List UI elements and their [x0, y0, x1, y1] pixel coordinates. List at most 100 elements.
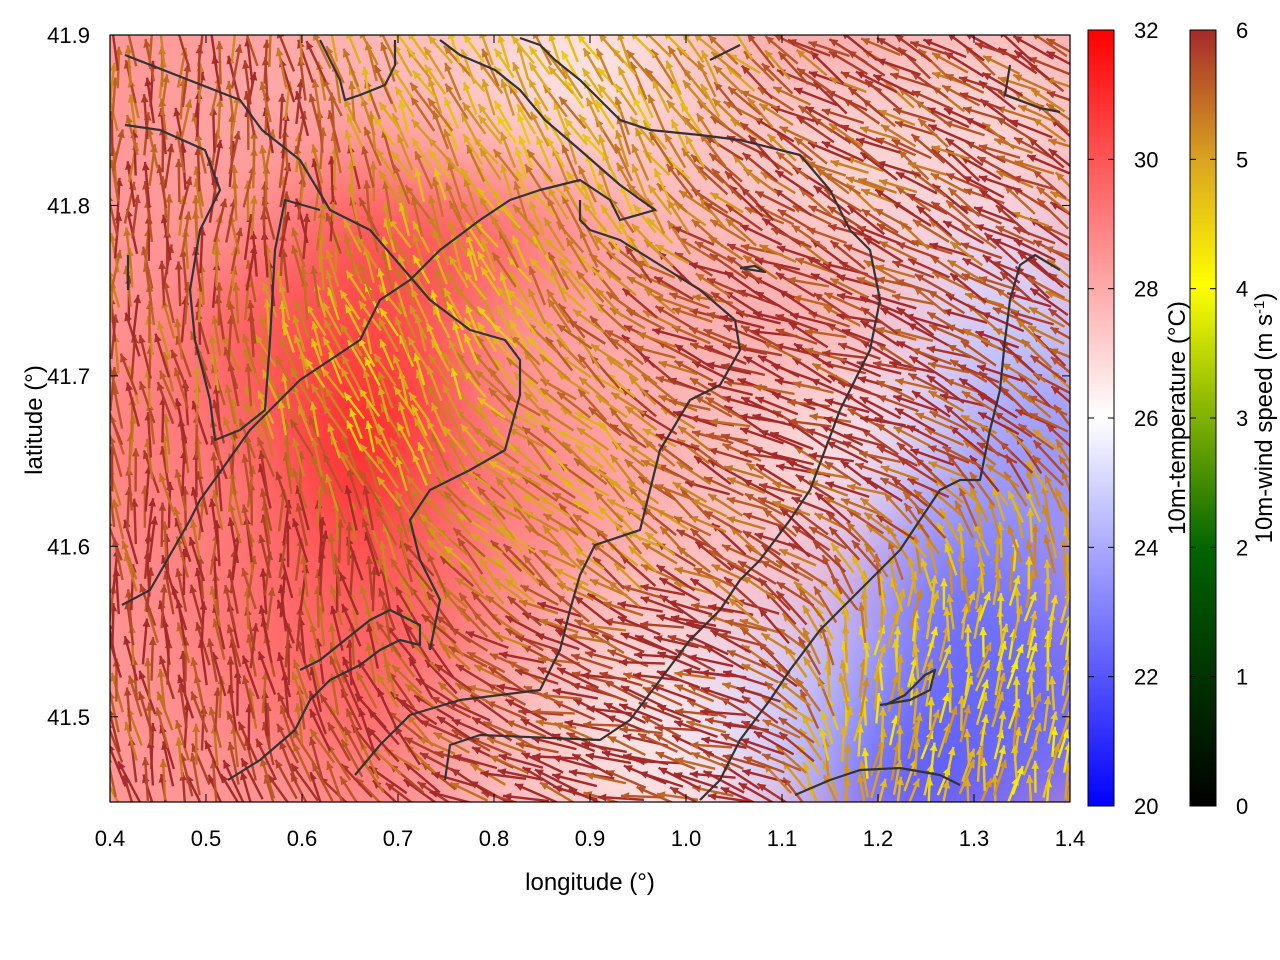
wind-arrow	[424, 658, 458, 695]
wind-arrow	[554, 721, 593, 741]
wind-arrow	[403, 736, 445, 759]
wind-arrow-head	[741, 720, 751, 729]
wind-arrow-head	[585, 772, 595, 781]
wind-arrow-head	[585, 622, 595, 631]
wind-arrow	[1062, 741, 1070, 773]
wind-arrow-head	[204, 740, 213, 750]
wind-arrow	[326, 721, 352, 762]
wind-arrow	[634, 634, 678, 656]
wind-arrow	[117, 760, 141, 802]
wind-arrow	[276, 723, 300, 764]
wind-arrow	[339, 775, 358, 802]
wind-arrow	[448, 645, 488, 668]
wind-arrow	[653, 732, 693, 756]
wind-arrow-head	[607, 649, 617, 657]
wind-arrow	[655, 751, 696, 771]
wind-arrow-head	[894, 759, 903, 769]
wind-arrow	[992, 759, 1008, 797]
wind-arrow-head	[238, 721, 246, 731]
wind-arrow	[741, 720, 784, 740]
wind-arrow	[762, 718, 801, 739]
wind-arrow-head	[534, 769, 544, 777]
wind-arrow	[515, 741, 559, 754]
wind-arrow	[653, 635, 699, 649]
wind-arrow	[465, 630, 509, 649]
wind-arrow-head	[518, 707, 527, 716]
wind-arrow-head	[639, 620, 649, 629]
wind-arrow-head	[798, 745, 807, 754]
wind-arrow	[308, 653, 322, 695]
wind-arrow-head	[636, 757, 645, 766]
wind-arrow	[1012, 676, 1021, 709]
wind-arrow	[449, 781, 489, 802]
wind-arrow	[741, 695, 779, 724]
wind-arrow	[141, 618, 151, 665]
wind-arrow	[736, 686, 781, 703]
wind-arrow-head	[208, 774, 216, 784]
wind-arrow-head	[950, 706, 958, 716]
wind-arrow	[739, 618, 780, 634]
wind-arrow-head	[429, 790, 439, 798]
wind-arrow-head	[762, 719, 772, 727]
wind-arrow	[927, 697, 935, 730]
wind-arrow-head	[1050, 711, 1058, 721]
wind-arrow	[756, 782, 788, 802]
wind-arrow-head	[861, 677, 870, 687]
wind-arrow-head	[110, 745, 115, 752]
wind-arrow	[920, 659, 934, 695]
wind-arrow-head	[499, 651, 508, 659]
wind-arrow-head	[654, 734, 664, 742]
wind-arrow	[802, 656, 825, 690]
wind-arrow-head	[722, 682, 732, 690]
wind-arrow	[192, 723, 201, 765]
wind-arrow	[435, 614, 472, 644]
wind-arrow	[585, 752, 632, 765]
wind-arrow-head	[515, 668, 524, 677]
wind-arrow-head	[175, 720, 183, 729]
wind-arrow-head	[982, 659, 990, 669]
wind-arrow-head	[803, 656, 812, 666]
wind-arrow	[858, 760, 869, 798]
wind-arrow	[927, 626, 939, 657]
wind-arrow-head	[739, 618, 749, 627]
wind-arrow	[404, 683, 438, 711]
wind-arrow	[240, 771, 252, 802]
wind-arrow-head	[110, 709, 115, 716]
wind-arrow	[521, 644, 563, 668]
wind-arrow-head	[623, 765, 633, 773]
wind-arrow-head	[1028, 662, 1037, 671]
wind-arrow	[674, 707, 718, 717]
wind-arrow	[110, 690, 120, 733]
wind-arrow-head	[838, 673, 846, 683]
wind-arrow-shaft	[110, 784, 120, 802]
wind-arrow	[539, 691, 582, 700]
wind-arrow-head	[279, 705, 288, 715]
wind-arrow-head	[341, 603, 349, 613]
wind-arrow-head	[723, 670, 733, 678]
wind-arrow	[896, 776, 904, 802]
wind-arrow	[355, 671, 378, 709]
wind-arrow-head	[686, 719, 696, 728]
wind-arrow-head	[1025, 774, 1034, 784]
wind-arrow-head	[622, 733, 632, 742]
wind-arrow-head	[943, 607, 951, 616]
wind-arrow	[673, 720, 718, 738]
wind-arrow-head	[435, 615, 445, 624]
wind-vectors	[110, 35, 1070, 802]
wind-arrow-head	[754, 731, 763, 739]
wind-arrow-head	[144, 658, 152, 667]
wind-arrow-head	[943, 645, 952, 655]
wind-arrow-head	[392, 665, 401, 674]
wind-arrow	[929, 742, 938, 774]
wind-arrow-head	[206, 638, 215, 648]
wind-arrow-head	[240, 771, 248, 781]
wind-arrow-head	[455, 664, 465, 673]
wind-arrow	[893, 626, 902, 659]
wind-arrow	[195, 621, 211, 666]
wind-arrow-head	[623, 753, 632, 761]
wind-arrow-head	[261, 671, 270, 680]
wind-arrow-head	[356, 671, 364, 681]
wind-arrow-head	[689, 770, 699, 779]
wind-arrow	[887, 674, 900, 712]
wind-arrow	[514, 668, 559, 685]
